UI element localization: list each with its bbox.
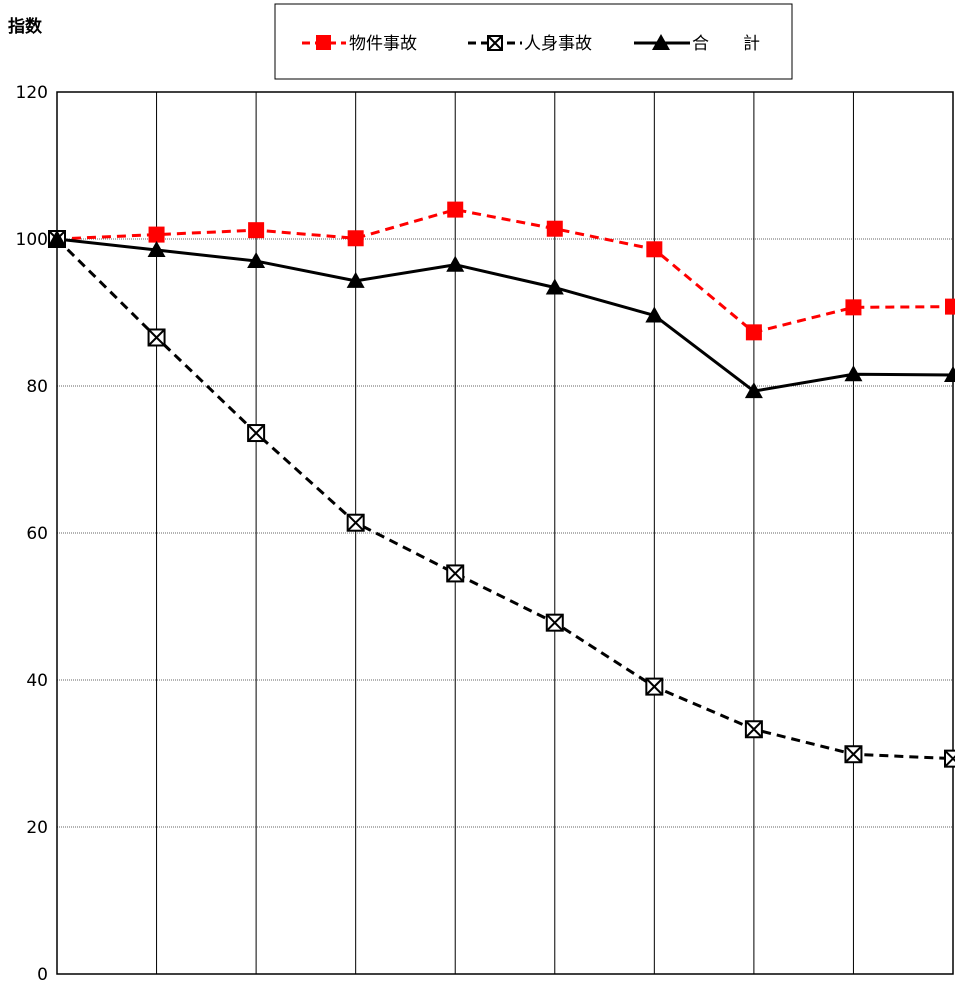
data-point-x-square <box>545 613 564 632</box>
data-point-x-square <box>446 564 465 583</box>
plot-area: 0 20 40 60 80 100 120 <box>16 83 955 983</box>
data-point-square <box>248 222 265 239</box>
y-tick-label: 120 <box>16 83 48 103</box>
data-point-x-square <box>744 720 763 739</box>
y-axis-label: 指数 <box>8 16 43 37</box>
y-tick-label: 80 <box>26 377 48 397</box>
data-point-x-square <box>844 745 863 764</box>
series-line-3 <box>56 237 954 393</box>
data-point-square <box>945 298 955 315</box>
data-point-square <box>148 226 165 243</box>
y-tick-label: 60 <box>26 524 48 544</box>
y-tick-label: 100 <box>16 230 48 250</box>
legend: 物件事故 人身事故 合 計 <box>274 3 793 80</box>
data-point-x-square <box>944 749 955 768</box>
legend-label-injury: 人身事故 <box>524 34 592 54</box>
legend-label-total: 合 計 <box>692 34 760 54</box>
data-point-x-square <box>645 677 664 696</box>
legend-box <box>274 3 793 80</box>
data-point-x-square <box>346 513 365 532</box>
data-point-triangle <box>645 306 664 323</box>
data-point-square <box>646 241 663 258</box>
legend-label-property: 物件事故 <box>349 34 417 54</box>
data-point-square <box>447 201 464 218</box>
data-point-x-square <box>147 328 166 347</box>
data-point-triangle <box>944 365 955 382</box>
data-point-triangle <box>48 230 66 246</box>
plot-frame <box>56 91 954 975</box>
data-point-triangle <box>247 252 266 269</box>
y-tick-label: 20 <box>26 818 48 838</box>
legend-item-total: 合 計 <box>634 34 760 54</box>
data-point-triangle <box>346 271 365 288</box>
legend-item-personal-injury: 人身事故 <box>468 34 592 54</box>
data-point-square <box>546 220 563 237</box>
data-point-triangle <box>545 278 564 295</box>
data-point-triangle <box>744 382 763 399</box>
y-tick-label: 40 <box>26 671 48 691</box>
legend-item-property-accidents: 物件事故 <box>302 34 417 54</box>
y-tick-label: 0 <box>37 965 48 983</box>
data-point-square <box>845 299 862 316</box>
data-point-x-square <box>247 424 266 443</box>
legend-marker-x-square-icon <box>487 35 503 51</box>
data-point-triangle <box>446 255 465 272</box>
legend-marker-square-icon <box>316 35 331 50</box>
series-line-1 <box>56 208 954 334</box>
data-point-triangle <box>147 241 166 258</box>
data-point-triangle <box>844 365 863 382</box>
data-point-square <box>745 324 762 341</box>
legend-marker-triangle-icon <box>652 34 670 50</box>
data-point-square <box>347 230 364 247</box>
